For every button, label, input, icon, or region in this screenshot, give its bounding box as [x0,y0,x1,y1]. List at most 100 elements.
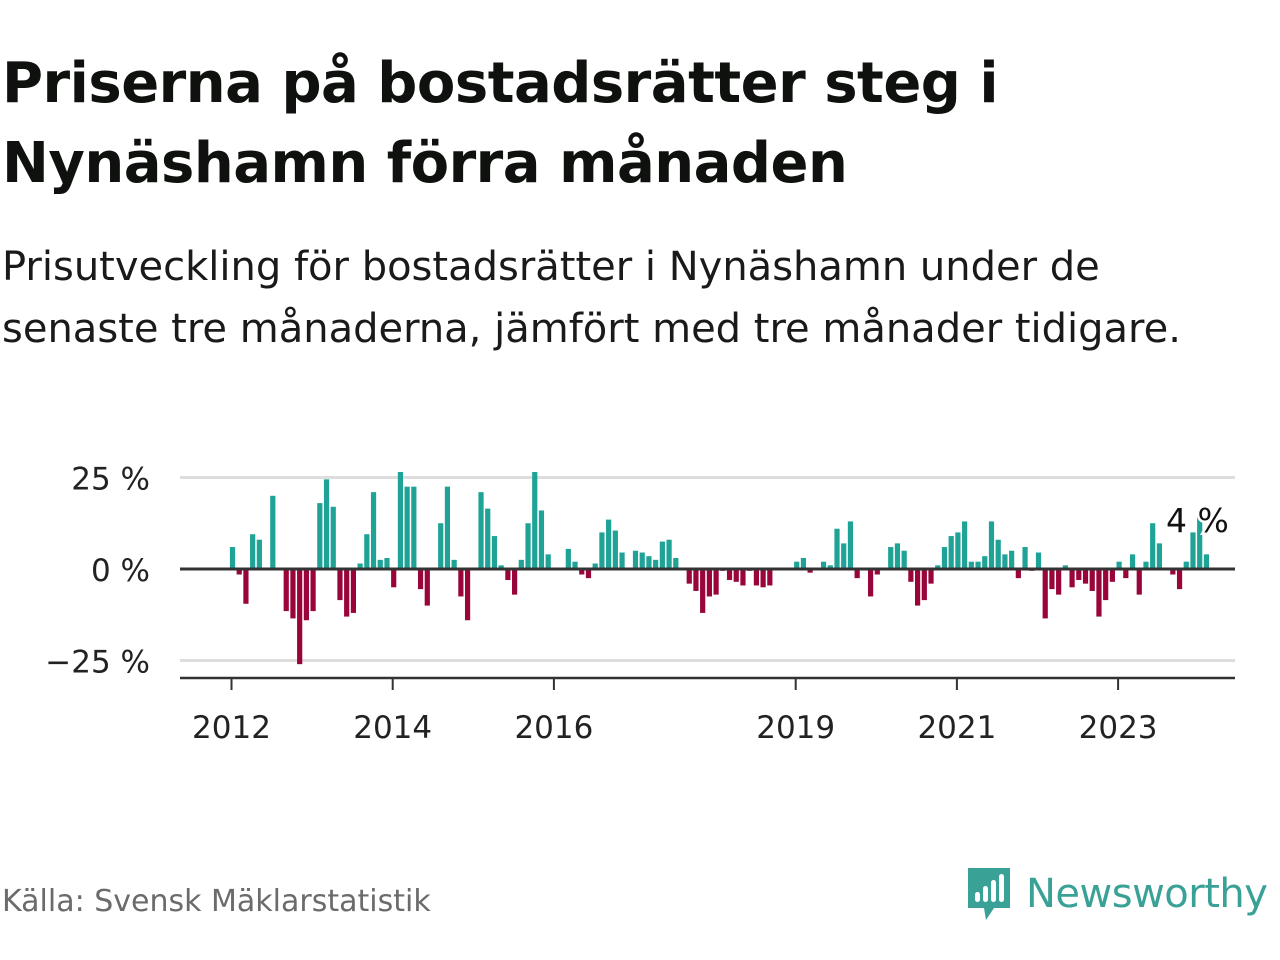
bar [995,539,1001,569]
bar [572,561,578,569]
bar [323,479,330,569]
bar [270,495,276,569]
bar [646,556,652,569]
x-tick-label: 2021 [917,710,996,746]
bar [1203,554,1210,569]
bar [438,523,444,569]
y-tick-label: 25 % [71,462,150,498]
bar [908,569,914,582]
bar [592,563,598,569]
bar [1150,523,1156,569]
bar [659,541,665,569]
bar [760,569,766,588]
y-tick-label: −25 % [45,645,150,681]
bar [498,565,504,569]
bar [1089,569,1095,591]
bar [606,519,612,569]
bar [820,561,827,569]
bar [512,569,518,595]
bar [740,569,746,586]
bar [928,569,934,584]
bar [518,559,524,569]
bar [800,558,807,569]
bar [686,569,692,584]
bar [935,565,941,569]
bar [357,563,363,569]
bar [243,569,249,604]
bar [1096,569,1102,617]
bar [753,569,759,586]
x-tick-label: 2016 [514,710,593,746]
bar [827,565,833,569]
newsworthy-logo-icon [968,868,1010,920]
bar [713,569,719,595]
brand[interactable]: Newsworthy [964,864,1268,924]
bar [337,569,343,601]
bar [955,532,961,569]
bar [444,486,451,569]
bar [532,472,538,569]
bar [1197,512,1203,569]
bar [579,569,585,575]
bar [464,569,471,621]
bar [706,569,712,597]
bar [700,569,706,613]
bar [303,569,309,621]
bar [424,569,430,606]
bar [948,536,954,569]
bar [317,503,323,569]
bar [250,534,256,569]
bar [411,486,417,569]
y-tick-label: 0 % [91,553,150,589]
bar [525,523,531,569]
bar [1116,561,1122,569]
bar [377,559,383,569]
grid-layer [180,476,1235,662]
x-tick-label: 2012 [192,710,271,746]
bar [485,508,491,569]
brand-name: Newsworthy [1026,871,1268,917]
bar [364,534,370,569]
bar [404,486,410,569]
x-tick-label: 2019 [756,710,835,746]
bar [384,558,390,569]
bar [330,506,336,569]
bar [491,536,498,569]
bar [458,569,464,597]
bar [982,556,988,569]
bar [894,543,901,569]
bar [1183,561,1189,569]
bar [968,561,974,569]
bar [545,554,551,569]
bar [854,569,860,579]
bar [962,521,968,569]
x-tick-label: 2014 [353,710,432,746]
bar [505,569,511,580]
bar [1069,569,1075,588]
bar [666,539,672,569]
bar [673,558,679,569]
axis-layer: 25 % 0 % −25 % 2012 2014 2016 2019 2021 2023 4 % [45,462,1235,746]
bar [451,559,457,569]
bar [256,539,262,569]
bar [915,569,921,606]
bar [1109,569,1115,582]
bar [538,510,545,569]
bar [1049,569,1055,590]
bar [834,528,840,569]
bar [847,521,854,569]
bar [1042,569,1048,619]
bar [478,492,484,569]
bar [874,569,880,575]
bar [1123,569,1129,579]
x-tick-label: 2023 [1079,710,1158,746]
bar [1035,552,1042,569]
bar [1190,532,1196,569]
bar [693,569,699,591]
bar [1062,565,1068,569]
bar [585,569,592,579]
bars-layer [229,472,1210,665]
bar [565,548,571,569]
source-note: Källa: Svensk Mäklarstatistik [2,884,431,919]
bar [888,547,894,569]
